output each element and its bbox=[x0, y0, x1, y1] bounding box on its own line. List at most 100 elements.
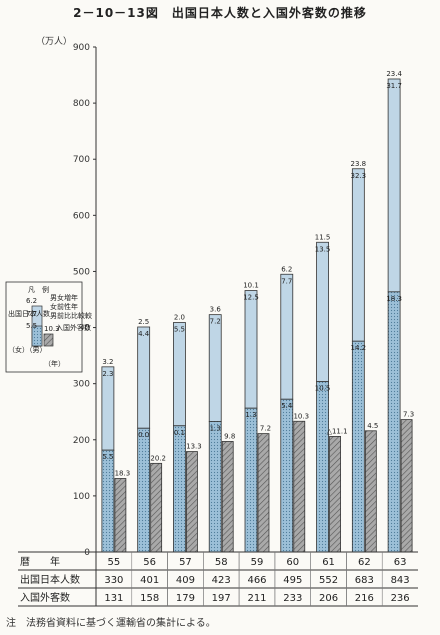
legend-swatch-foreign bbox=[43, 333, 54, 347]
y-tick-label: 300 bbox=[73, 380, 90, 390]
table-cell: 552 bbox=[319, 575, 338, 586]
bar-foreign bbox=[186, 451, 198, 553]
legend-sample-label: 6.2 bbox=[26, 297, 37, 305]
label-foreign-growth: 20.2 bbox=[150, 454, 166, 462]
legend-text: 女前性年 bbox=[50, 302, 78, 311]
label-female-share: 31.7 bbox=[386, 82, 402, 90]
bar-japanese-lower bbox=[351, 340, 365, 553]
legend-text: 男女増年 bbox=[50, 293, 78, 302]
bar-foreign bbox=[150, 462, 163, 553]
bar-japanese-lower bbox=[316, 381, 329, 553]
label-female-share: 7.7 bbox=[281, 277, 292, 285]
legend-swatch-japanese-lower bbox=[31, 325, 43, 347]
y-tick-label: 0 bbox=[84, 548, 90, 558]
legend-text: （年） bbox=[44, 359, 65, 368]
label-female-growth: 11.5 bbox=[315, 233, 331, 241]
label-female-growth: 10.1 bbox=[243, 282, 259, 290]
label-female-share: 7.2 bbox=[210, 318, 221, 326]
table-cell: 236 bbox=[391, 593, 410, 604]
label-female-growth: 23.4 bbox=[386, 70, 402, 78]
table-cell: 57 bbox=[179, 557, 192, 568]
table-cell: 330 bbox=[104, 575, 123, 586]
legend-sample-label: 7.7 bbox=[26, 310, 37, 318]
table-cell: 843 bbox=[391, 575, 410, 586]
y-tick-label: 600 bbox=[73, 211, 90, 221]
bar-japanese-upper bbox=[351, 168, 365, 342]
label-female-growth: 3.2 bbox=[102, 358, 113, 366]
table-cell: 409 bbox=[176, 575, 195, 586]
table-cell: 61 bbox=[322, 557, 335, 568]
bar-japanese-upper bbox=[280, 273, 294, 400]
table-cell: 211 bbox=[247, 593, 266, 604]
table-cell: 197 bbox=[212, 593, 231, 604]
label-male-growth: 5.4 bbox=[281, 402, 293, 410]
label-female-growth: 2.5 bbox=[138, 318, 149, 326]
bar-japanese-upper bbox=[208, 314, 222, 422]
table-cell: 401 bbox=[140, 575, 159, 586]
bar-foreign bbox=[293, 420, 306, 553]
table-cell: 63 bbox=[394, 557, 407, 568]
label-female-growth: 23.8 bbox=[351, 160, 367, 168]
table-cell: 56 bbox=[143, 557, 156, 568]
bar-japanese-lower bbox=[208, 421, 222, 553]
table-cell: 62 bbox=[358, 557, 371, 568]
legend-sample-label: 5.5 bbox=[26, 322, 37, 330]
table-row-header: 入国外客数 bbox=[20, 591, 70, 604]
bar-foreign bbox=[329, 436, 341, 553]
label-male-growth: 1.3 bbox=[245, 411, 256, 419]
bar-japanese-upper bbox=[173, 322, 186, 427]
label-female-share: 32.3 bbox=[351, 172, 367, 180]
legend-text: 出国日本人数 bbox=[8, 309, 50, 318]
table-cell: 158 bbox=[140, 593, 159, 604]
label-female-share: 2.3 bbox=[102, 370, 113, 378]
bar-foreign bbox=[221, 441, 234, 553]
label-foreign-growth: △11.1 bbox=[327, 427, 348, 435]
table-row-header: 出国日本人数 bbox=[20, 573, 80, 586]
bar-foreign bbox=[114, 478, 127, 553]
table-row-header: 暦 年 bbox=[20, 555, 60, 568]
bar-foreign bbox=[364, 430, 377, 553]
chart-title: 2－10－13図 出国日本人数と入国外客数の推移 bbox=[73, 6, 367, 20]
table-cell: 58 bbox=[215, 557, 228, 568]
bar-japanese-lower bbox=[173, 425, 186, 553]
label-female-growth: 3.6 bbox=[210, 306, 222, 314]
bar-foreign bbox=[400, 419, 413, 553]
table-cell: 59 bbox=[251, 557, 264, 568]
label-female-growth: 6.2 bbox=[281, 265, 292, 273]
footnote: 注 法務省資料に基づく運輸省の集計による。 bbox=[6, 618, 216, 629]
label-female-growth: 2.0 bbox=[174, 314, 185, 322]
label-foreign-growth: 18.3 bbox=[115, 469, 131, 477]
table-cell: 179 bbox=[176, 593, 195, 604]
bar-japanese-upper bbox=[387, 78, 401, 293]
legend-sample-label: 10.3 bbox=[44, 325, 60, 333]
table-cell: 233 bbox=[283, 593, 302, 604]
label-male-growth: 0.0 bbox=[138, 431, 149, 439]
label-foreign-growth: 7.2 bbox=[260, 425, 271, 433]
label-female-share: 5.5 bbox=[174, 326, 185, 334]
table-cell: 423 bbox=[212, 575, 231, 586]
legend-heading: 凡 例 bbox=[28, 285, 49, 294]
bar-japanese-upper bbox=[101, 366, 115, 451]
label-male-growth: 10.5 bbox=[315, 385, 331, 393]
label-male-growth: 0.1 bbox=[174, 429, 185, 437]
y-tick-label: 100 bbox=[73, 492, 90, 502]
label-male-growth: 18.3 bbox=[386, 295, 402, 303]
label-female-share: 4.4 bbox=[138, 330, 150, 338]
y-tick-label: 200 bbox=[73, 436, 90, 446]
legend-text: 男前比比較較 bbox=[50, 311, 92, 320]
label-female-share: 12.5 bbox=[243, 294, 259, 302]
label-foreign-growth: 7.3 bbox=[403, 411, 414, 419]
bar-japanese-lower bbox=[101, 449, 115, 553]
bar-japanese-lower bbox=[244, 407, 258, 553]
table-cell: 60 bbox=[286, 557, 299, 568]
table-cell: 206 bbox=[319, 593, 338, 604]
label-male-growth: 14.2 bbox=[351, 344, 367, 352]
y-tick-label: 700 bbox=[73, 155, 90, 165]
y-tick-label: 900 bbox=[73, 43, 90, 53]
bar-japanese-upper bbox=[137, 326, 151, 429]
y-unit-label: （万人） bbox=[36, 36, 72, 47]
table-cell: 216 bbox=[355, 593, 374, 604]
table-cell: 495 bbox=[283, 575, 302, 586]
label-foreign-growth: 10.3 bbox=[293, 412, 309, 420]
